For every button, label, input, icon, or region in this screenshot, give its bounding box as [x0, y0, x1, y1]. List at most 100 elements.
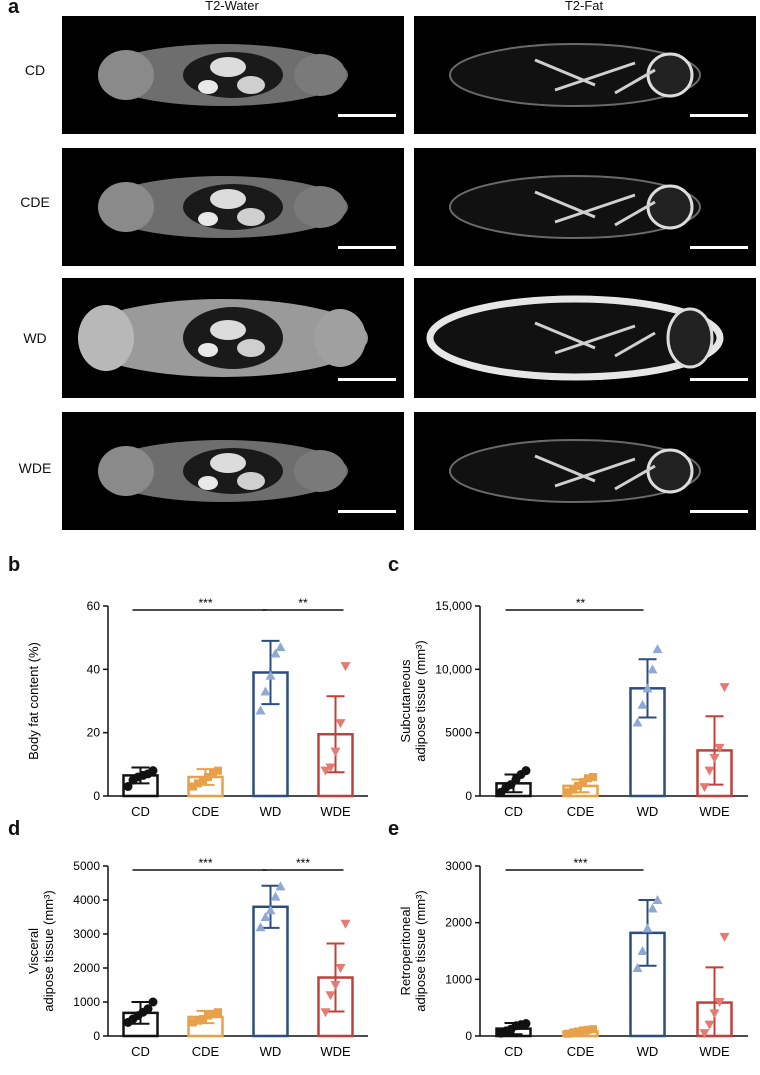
y-tick-label: 2000 [445, 916, 472, 930]
x-tick-label: WD [637, 1044, 659, 1059]
data-point [714, 998, 725, 1007]
data-point [704, 1020, 715, 1030]
panel-b-letter: b [8, 554, 21, 576]
data-point [699, 1029, 710, 1039]
chart-body-fat: Body fat content (%) 0 20 40 60 CD CDE WD WDE ***… [20, 590, 380, 830]
data-point [148, 997, 158, 1007]
data-point [637, 699, 648, 709]
data-point [704, 766, 715, 776]
y-axis-label: adipose tissue (mm³) [41, 890, 56, 1011]
data-point [255, 705, 266, 715]
x-tick-label: CDE [567, 1044, 595, 1059]
data-point [330, 981, 341, 990]
mri-image-cde-fat [414, 148, 756, 266]
data-point [569, 785, 577, 794]
data-point [330, 747, 341, 757]
data-point [652, 895, 663, 904]
column-title-t2-water: T2-Water [205, 0, 259, 13]
data-point [204, 1011, 212, 1020]
data-point [569, 1028, 577, 1037]
y-axis-label: Body fat content (%) [26, 642, 41, 760]
y-tick-label: 60 [87, 599, 101, 613]
scale-bar [690, 246, 748, 249]
panel-e-letter: e [388, 818, 400, 840]
row-label-wd: WD [23, 330, 47, 346]
mri-image-cd-fat [414, 16, 756, 134]
data-point [123, 782, 133, 791]
data-point [584, 774, 592, 783]
data-point [340, 919, 351, 929]
y-tick-label: 1000 [73, 995, 100, 1009]
significance-label: ** [298, 596, 308, 610]
mri-image-wde-water [62, 412, 404, 530]
x-tick-label: CDE [567, 804, 595, 819]
data-point [652, 644, 663, 654]
data-point [325, 763, 336, 773]
data-point [574, 1027, 582, 1036]
y-tick-label: 0 [93, 1029, 100, 1043]
data-point [270, 891, 281, 901]
y-tick-label: 1000 [445, 972, 472, 986]
data-point [320, 1008, 331, 1018]
data-point [209, 769, 217, 778]
data-point [194, 1016, 202, 1025]
y-tick-label: 5000 [73, 859, 100, 873]
scale-bar [690, 378, 748, 381]
data-point [564, 788, 572, 797]
panel-a-letter: a [8, 0, 20, 18]
y-tick-label: 15,000 [435, 599, 472, 613]
data-point [265, 670, 276, 680]
data-point [632, 963, 643, 972]
scale-bar [338, 114, 396, 117]
y-tick-label: 4000 [73, 893, 100, 907]
significance-label: *** [296, 856, 310, 870]
data-point [642, 923, 653, 933]
mri-image-wd-water [62, 278, 404, 398]
x-tick-label: CD [131, 1044, 150, 1059]
data-point [199, 1015, 207, 1023]
y-tick-label: 3000 [445, 859, 472, 873]
data-point [719, 932, 730, 942]
y-axis-label: adipose tissue (mm³) [413, 640, 428, 761]
data-point [521, 1019, 531, 1029]
data-point [714, 743, 725, 753]
significance-label: *** [198, 596, 212, 610]
data-point [199, 776, 207, 785]
x-tick-label: WDE [699, 804, 730, 819]
x-tick-label: CDE [192, 1044, 220, 1059]
row-label-cde: CDE [20, 194, 50, 210]
y-tick-label: 20 [87, 726, 101, 740]
mri-image-wde-fat [414, 412, 756, 530]
y-tick-label: 2000 [73, 961, 100, 975]
scale-bar [338, 378, 396, 381]
y-tick-label: 5000 [445, 726, 472, 740]
significance-label: *** [198, 856, 212, 870]
data-point [632, 717, 643, 727]
data-point [189, 1018, 197, 1027]
data-point [209, 1009, 217, 1018]
significance-label: ** [576, 596, 586, 610]
data-point [265, 905, 276, 915]
x-tick-label: WD [260, 1044, 282, 1059]
x-tick-label: WDE [320, 804, 351, 819]
data-point [589, 773, 597, 781]
y-tick-label: 40 [87, 662, 101, 676]
data-point [637, 946, 648, 955]
y-tick-label: 0 [93, 789, 100, 803]
significance-label: *** [573, 856, 587, 870]
data-point [320, 766, 331, 776]
y-tick-label: 3000 [73, 927, 100, 941]
data-point [709, 1009, 720, 1019]
data-point [579, 778, 587, 787]
y-axis-label: Subcutaneous [398, 659, 413, 743]
data-point [275, 881, 286, 891]
x-tick-label: WD [637, 804, 659, 819]
data-point [260, 912, 271, 921]
y-tick-label: 0 [465, 1029, 472, 1043]
scale-bar [338, 510, 396, 513]
data-point [642, 683, 653, 693]
data-point [709, 754, 720, 763]
row-label-wde: WDE [18, 460, 52, 476]
data-point [574, 781, 582, 790]
x-tick-label: CD [504, 804, 523, 819]
